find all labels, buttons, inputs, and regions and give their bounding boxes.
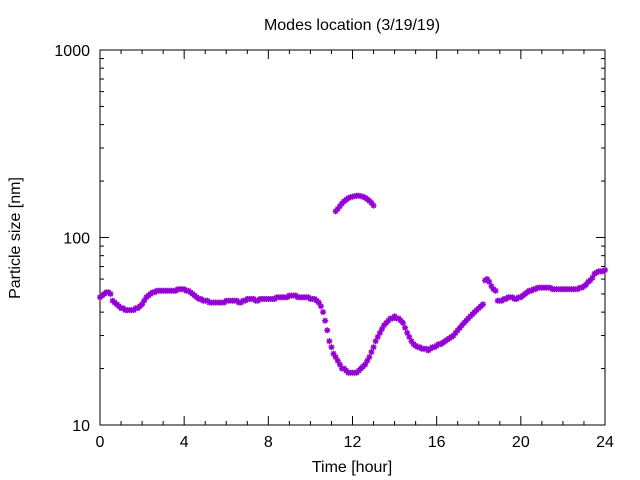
data-point-stroke (320, 309, 326, 315)
data-point-stroke (404, 330, 410, 336)
axis-ticks (99, 49, 606, 426)
data-point (328, 344, 335, 351)
data-point (370, 202, 377, 209)
data-point-stroke (408, 338, 415, 344)
data-point-stroke (337, 361, 343, 368)
x-tick-label: 8 (264, 434, 273, 451)
x-tick-label: 4 (180, 434, 189, 451)
data-point-stroke (492, 288, 499, 294)
data-point (324, 327, 331, 334)
data-point (492, 287, 499, 294)
data-point-stroke (484, 276, 490, 282)
data-point (484, 276, 491, 283)
data-point-stroke (370, 344, 377, 350)
data-point (400, 319, 406, 326)
x-tick-label: 16 (428, 434, 446, 451)
data-point-stroke (335, 358, 341, 364)
plot-frame (99, 49, 606, 426)
data-point-stroke (368, 349, 375, 355)
data-point-stroke (366, 354, 373, 360)
data-point-stroke (402, 325, 408, 331)
x-axis-label: Time [hour] (312, 459, 392, 476)
data-points (97, 192, 608, 376)
data-point-stroke (330, 351, 337, 357)
data-point (366, 354, 373, 361)
data-point-stroke (602, 267, 608, 273)
x-tick-label: 20 (512, 434, 530, 451)
data-point (322, 317, 329, 324)
data-point-stroke (332, 354, 339, 360)
data-point-stroke (328, 344, 335, 350)
data-point-stroke (406, 334, 413, 340)
y-tick-label: 10 (72, 418, 90, 435)
data-point (107, 290, 114, 297)
data-point-stroke (400, 320, 406, 326)
data-point (602, 267, 608, 274)
data-point-stroke (107, 291, 114, 297)
data-point-stroke (324, 327, 330, 333)
chart-title: Modes location (3/19/19) (264, 17, 440, 34)
plot-border (99, 49, 606, 426)
data-point-stroke (318, 303, 324, 309)
tick-labels: 0 4 8 12 16 20 24 10 100 1000 (54, 43, 614, 451)
data-point (370, 344, 377, 351)
y-tick-label: 1000 (54, 43, 90, 60)
x-tick-label: 24 (596, 434, 614, 451)
y-axis-label: Particle size [nm] (7, 177, 24, 299)
data-point-stroke (370, 202, 377, 209)
data-point-stroke (486, 279, 492, 285)
data-point-stroke (368, 200, 375, 206)
data-point-stroke (488, 283, 495, 289)
data-point-stroke (326, 338, 333, 344)
x-tick-label: 0 (96, 434, 105, 451)
x-tick-label: 12 (344, 434, 362, 451)
y-tick-label: 100 (63, 231, 90, 248)
data-point (320, 309, 327, 316)
data-point (317, 303, 324, 310)
data-point (479, 301, 486, 308)
data-point-stroke (480, 301, 486, 308)
data-point (368, 349, 375, 356)
data-point (326, 338, 333, 345)
data-point (402, 324, 409, 331)
data-point-stroke (316, 299, 322, 306)
data-point-stroke (322, 317, 328, 324)
